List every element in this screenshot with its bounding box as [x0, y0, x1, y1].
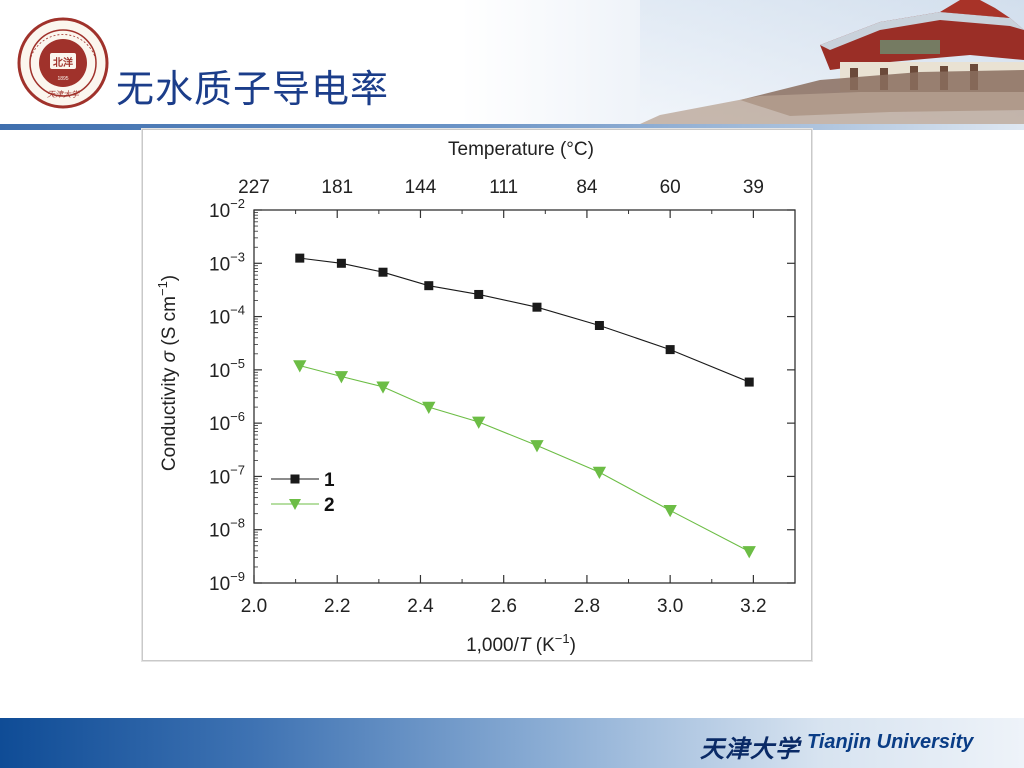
series-2-line: [299, 365, 750, 552]
top-tick-label: 39: [743, 177, 764, 198]
y-tick-label: 10−8: [209, 516, 245, 542]
svg-text:北洋: 北洋: [53, 56, 73, 69]
series-2-point: [376, 381, 390, 394]
legend-marker-2: [289, 499, 301, 510]
top-tick-label: 227: [238, 177, 270, 198]
series-1-point: [424, 281, 434, 291]
series-2-point: [663, 505, 677, 518]
top-tick-label: 60: [660, 177, 681, 198]
y-tick-label: 10−4: [209, 303, 245, 329]
series-layer: [293, 253, 756, 559]
series-1-line: [299, 257, 750, 383]
x-tick-label: 2.4: [407, 596, 434, 617]
series-2-point: [742, 546, 756, 559]
y-axis-label: Conductivity σ (S cm−1): [155, 275, 180, 471]
chart-legend: 12: [271, 470, 335, 516]
footer-university-cn: 天津大学: [700, 734, 800, 763]
y-tick-label: 10−2: [209, 196, 245, 222]
top-tick-label: 84: [576, 177, 598, 198]
legend-label-1: 1: [324, 470, 335, 491]
campus-building-image: [640, 0, 1024, 124]
series-2-point: [293, 360, 307, 373]
series-1-point: [594, 320, 604, 330]
legend-label-2: 2: [324, 495, 335, 516]
series-1-point: [295, 253, 305, 263]
series-1-point: [378, 267, 388, 277]
slide-footer-bar: [0, 718, 1024, 768]
series-1-point: [336, 258, 346, 268]
x-tick-label: 2.8: [574, 596, 600, 617]
y-tick-label: 10−7: [209, 462, 245, 488]
x-axis-label: 1,000/T (K−1): [466, 631, 576, 656]
series-1-point: [474, 289, 484, 299]
x-tick-label: 2.6: [490, 596, 516, 617]
top-tick-label: 181: [321, 177, 353, 198]
x-tick-label: 2.0: [241, 596, 267, 617]
svg-text:天津大学: 天津大学: [47, 90, 80, 99]
chart-figure: Temperature (°C) 2.0 2.2 2.4 2.6 2.8 3.0 3.2 22…: [142, 129, 812, 661]
series-2-point: [530, 440, 544, 453]
y-tick-label: 10−9: [209, 569, 245, 595]
x-tick-label: 2.2: [324, 596, 350, 617]
series-2-point: [334, 371, 349, 384]
series-1-point: [665, 345, 675, 355]
top-axis-label: Temperature (°C): [448, 139, 594, 160]
top-tick-label: 111: [489, 177, 518, 198]
slide-title: 无水质子导电率: [116, 67, 390, 111]
x-tick-label: 3.0: [657, 596, 683, 617]
conductivity-chart: Temperature (°C) 2.0 2.2 2.4 2.6 2.8 3.0 3.222…: [155, 139, 796, 656]
footer-university-en: Tianjin University: [807, 731, 974, 753]
series-1-point: [532, 302, 542, 312]
legend-marker-1: [290, 474, 300, 484]
series-2-point: [422, 401, 436, 414]
series-2-point: [472, 416, 486, 429]
plot-frame: [253, 209, 796, 584]
axis-layer: 2.0 2.2 2.4 2.6 2.8 3.0 3.2 227 181 144 111 84 60 39 1…: [209, 177, 796, 617]
x-tick-label: 3.2: [740, 596, 766, 617]
svg-text:1895: 1895: [57, 76, 68, 82]
top-tick-label: 144: [405, 177, 437, 198]
y-tick-label: 10−5: [209, 356, 245, 382]
series-2-point: [592, 466, 607, 480]
university-seal-logo: 北洋 1895 天津大学: [17, 17, 109, 109]
series-1-point: [744, 377, 754, 387]
y-tick-label: 10−6: [209, 409, 245, 435]
header-divider-bar: [0, 124, 1024, 130]
y-tick-label: 10−3: [209, 249, 245, 275]
